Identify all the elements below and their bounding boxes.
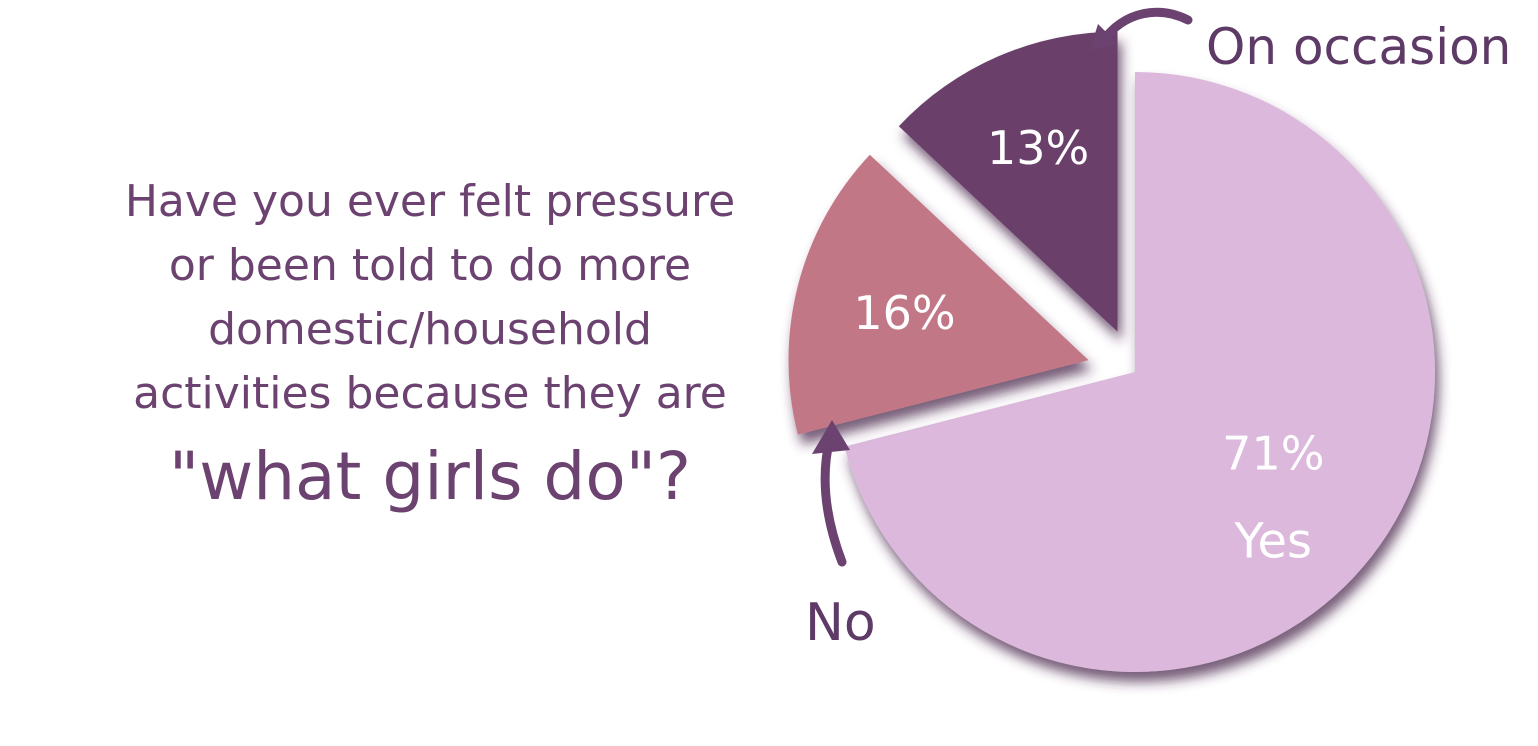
survey-question: Have you ever felt pressure or been told… bbox=[60, 170, 800, 522]
no-arrowhead bbox=[812, 420, 850, 454]
question-line: Have you ever felt pressure bbox=[124, 176, 736, 227]
slice-no-value-label: 16% bbox=[853, 286, 955, 340]
on-occasion-arrowhead bbox=[1090, 24, 1118, 50]
legend-label-no: No bbox=[805, 593, 876, 653]
slice-yes-value-label: 71% bbox=[1222, 426, 1324, 480]
question-line: or been told to do more bbox=[168, 240, 692, 291]
legend-label-on-occasion: On occasion bbox=[1206, 18, 1511, 76]
slice-yes-category-label: Yes bbox=[1234, 513, 1312, 569]
slice-no bbox=[788, 154, 1089, 435]
slice-yes bbox=[844, 72, 1435, 672]
question-emphasis: "what girls do"? bbox=[168, 438, 692, 515]
on-occasion-arrow bbox=[1097, 7, 1193, 47]
question-line: activities because they are bbox=[133, 368, 727, 419]
slice-on-occasion-value-label: 13% bbox=[987, 121, 1089, 175]
no-arrow bbox=[820, 433, 847, 567]
slice-on-occasion bbox=[898, 31, 1118, 332]
question-line: domestic/household bbox=[208, 304, 652, 355]
question-text: Have you ever felt pressure or been told… bbox=[60, 170, 800, 426]
